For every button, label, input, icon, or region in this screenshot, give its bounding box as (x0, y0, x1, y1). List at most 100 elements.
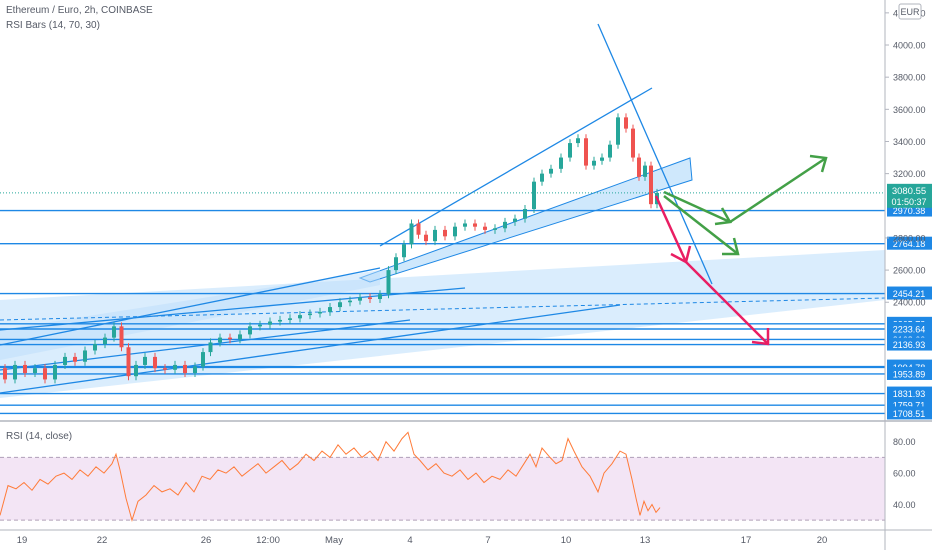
level-label-box (887, 286, 932, 300)
currency-badge-box (898, 3, 922, 20)
candle-body (493, 228, 497, 230)
current-price-value: 3080.55 (892, 186, 926, 197)
price-candles (3, 113, 659, 384)
candle-body (559, 157, 563, 169)
rsi-tick-label: 80.00 (893, 437, 916, 447)
time-tick-label: 4 (407, 535, 412, 546)
trend-line (379, 87, 653, 247)
red-arrow-head (751, 328, 770, 346)
candle-body (23, 364, 27, 373)
price-tick-label: 2400.00 (893, 298, 926, 308)
candle-body (416, 223, 421, 235)
candle-body (248, 326, 252, 335)
candle-body (298, 315, 302, 319)
level-label: 1759.71 (893, 401, 926, 411)
candle-body (112, 326, 116, 338)
symbol-title: Ethereum / Euro, 2h, COINBASE (6, 5, 153, 16)
candle-body (328, 307, 332, 312)
time-tick-label: 10 (561, 535, 572, 546)
candle-body (173, 364, 177, 370)
level-label-box (887, 366, 932, 380)
level-label: 1708.51 (893, 409, 926, 419)
candle-body (463, 223, 467, 227)
candle-body (624, 117, 628, 129)
indicator-title: RSI Bars (14, 70, 30) (6, 20, 100, 31)
rsi-line (0, 431, 661, 522)
candle-body (208, 342, 213, 353)
projection-arrows (654, 154, 828, 346)
currency-badge: EUR (900, 7, 920, 17)
time-tick-label: 17 (741, 535, 752, 546)
candle-body (386, 270, 391, 295)
candle-body (358, 297, 362, 301)
candle-body (643, 165, 647, 177)
rsi-tick-label: 40.00 (893, 500, 916, 510)
candle-body (338, 302, 342, 308)
candle-body (584, 138, 588, 166)
price-tick-label: 3800.00 (893, 73, 926, 83)
candle-body (183, 364, 187, 373)
candle-body (63, 356, 67, 365)
rising-channel (358, 157, 693, 283)
trend-line (0, 319, 411, 371)
time-tick-label: 12:00 (256, 535, 280, 546)
candle-body (153, 356, 157, 369)
green-arrow-shaft (663, 195, 739, 255)
candle-body (540, 173, 544, 182)
level-label-box (887, 406, 932, 420)
trend-lines (0, 23, 713, 394)
candle-body (568, 143, 572, 158)
time-tick-label: May (325, 535, 343, 546)
candle-body (238, 334, 242, 340)
green-arrow-head (809, 154, 828, 173)
level-label: 1831.93 (893, 389, 926, 399)
candle-body (228, 337, 232, 340)
candle-body (608, 144, 612, 158)
candle-body (308, 313, 312, 316)
rsi-tick-label: 60.00 (893, 469, 916, 479)
candle-body (134, 364, 138, 377)
candle-body (616, 117, 620, 145)
candle-body (126, 347, 131, 377)
rsi-band (0, 457, 885, 521)
time-tick-label: 20 (817, 535, 828, 546)
price-tick-label: 4000.00 (893, 41, 926, 51)
level-label-box (887, 337, 932, 351)
price-tick-label: 2800.00 (893, 233, 926, 243)
candle-body (483, 226, 487, 230)
candle-body (549, 168, 553, 174)
candle-body (93, 344, 97, 351)
candle-body (513, 218, 517, 222)
candle-body (53, 364, 57, 380)
candle-body (600, 157, 604, 161)
candle-body (3, 368, 7, 380)
candle-body (523, 209, 527, 219)
candle-body (103, 337, 107, 345)
time-tick-label: 13 (640, 535, 651, 546)
level-label: 1953.89 (893, 369, 926, 379)
current-price-countdown: 01:50:37 (891, 197, 926, 207)
candle-body (288, 318, 292, 320)
candle-body (318, 311, 322, 314)
time-tick-label: 22 (97, 535, 108, 546)
candle-body (193, 366, 197, 373)
time-tick-label: 26 (201, 535, 212, 546)
candle-body (83, 350, 87, 362)
level-label-box (887, 236, 932, 250)
level-label: 2970.38 (893, 206, 926, 216)
current-price-tag (887, 183, 932, 208)
candle-body (368, 297, 372, 300)
level-label: 2764.18 (893, 239, 926, 249)
level-label-box (887, 321, 932, 335)
level-label: 2233.64 (893, 324, 926, 334)
candle-body (473, 223, 477, 227)
candle-body (73, 356, 77, 362)
candle-body (33, 368, 37, 373)
price-tick-label: 3200.00 (893, 169, 926, 179)
candle-body (258, 324, 262, 327)
price-tick-label: 3600.00 (893, 105, 926, 115)
candle-body (218, 337, 222, 343)
candle-body (201, 352, 205, 367)
red-arrow-shaft (685, 261, 769, 345)
